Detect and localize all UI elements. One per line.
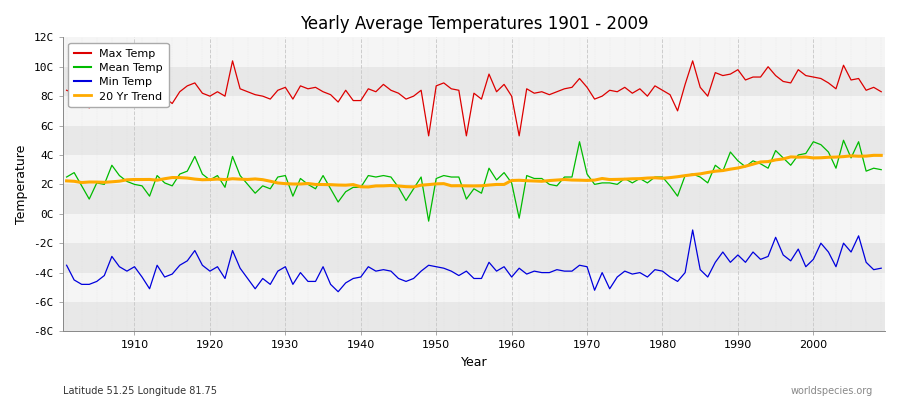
Bar <box>63 67 885 96</box>
Bar <box>63 126 885 155</box>
Bar <box>63 155 885 184</box>
Bar <box>63 302 885 332</box>
Legend: Max Temp, Mean Temp, Min Temp, 20 Yr Trend: Max Temp, Mean Temp, Min Temp, 20 Yr Tre… <box>68 43 168 107</box>
Bar <box>63 243 885 272</box>
X-axis label: Year: Year <box>461 356 487 369</box>
Y-axis label: Temperature: Temperature <box>15 145 28 224</box>
Bar <box>63 96 885 126</box>
Text: Latitude 51.25 Longitude 81.75: Latitude 51.25 Longitude 81.75 <box>63 386 217 396</box>
Text: worldspecies.org: worldspecies.org <box>791 386 873 396</box>
Bar <box>63 184 885 214</box>
Title: Yearly Average Temperatures 1901 - 2009: Yearly Average Temperatures 1901 - 2009 <box>300 15 648 33</box>
Bar <box>63 272 885 302</box>
Bar <box>63 214 885 243</box>
Bar <box>63 37 885 67</box>
